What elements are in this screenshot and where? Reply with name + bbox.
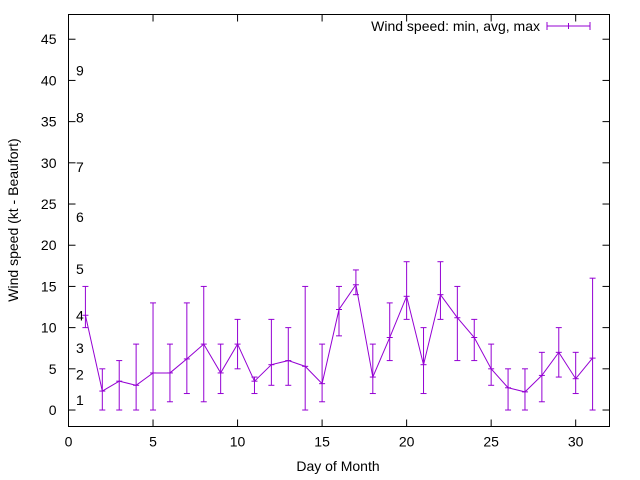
y-tick-label: 40 (41, 72, 57, 88)
y-tick-label: 15 (41, 278, 57, 294)
legend: Wind speed: min, avg, max (371, 18, 591, 34)
errorbar-day-26 (505, 368, 512, 411)
errorbar-day-3 (116, 360, 123, 411)
beaufort-label: 6 (76, 209, 84, 225)
y-tick-label: 5 (49, 361, 57, 377)
x-tick-label: 0 (65, 434, 73, 450)
y-tick-label: 35 (41, 114, 57, 130)
errorbar-day-5 (150, 302, 157, 411)
plot-border (68, 14, 610, 427)
beaufort-label: 5 (76, 261, 84, 277)
errorbar-day-22 (437, 261, 444, 320)
y-tick-label: 25 (41, 196, 57, 212)
x-tick-label: 15 (314, 434, 330, 450)
beaufort-label: 4 (76, 307, 84, 323)
x-axis-label: Day of Month (296, 458, 379, 474)
errorbar-day-7 (183, 302, 190, 395)
errorbar-day-24 (471, 318, 478, 362)
error-bars (82, 261, 596, 411)
y-tick-label: 10 (41, 320, 57, 336)
x-tick-label: 5 (149, 434, 157, 450)
errorbar-day-4 (133, 343, 140, 411)
legend-entry-label: Wind speed: min, avg, max (371, 18, 540, 34)
series-line-wind-speed (84, 283, 593, 393)
errorbar-day-21 (420, 327, 427, 395)
beaufort-label: 7 (76, 159, 84, 175)
errorbar-day-1 (82, 285, 89, 329)
errorbar-day-15 (319, 343, 326, 403)
errorbar-day-30 (572, 351, 579, 395)
x-tick-label: 20 (399, 434, 415, 450)
beaufort-label: 8 (76, 110, 84, 126)
errorbar-day-31 (589, 277, 596, 411)
errorbar-day-17 (352, 269, 359, 296)
errorbar-day-18 (369, 343, 376, 395)
beaufort-label: 9 (76, 63, 84, 79)
errorbar-day-20 (403, 261, 410, 320)
x-tick-label: 10 (230, 434, 246, 450)
beaufort-label: 2 (76, 367, 84, 383)
x-tick-label: 30 (568, 434, 584, 450)
beaufort-label: 3 (76, 340, 84, 356)
x-axis: 0 5 10 15 20 25 30 (65, 14, 584, 450)
errorbar-day-13 (285, 327, 292, 386)
beaufort-label: 1 (76, 392, 84, 408)
y-tick-label: 30 (41, 155, 57, 171)
beaufort-scale: 1 2 3 4 5 6 7 8 9 (76, 63, 84, 409)
errorbar-day-23 (454, 285, 461, 362)
y-tick-label: 20 (41, 237, 57, 253)
errorbar-day-12 (268, 318, 275, 386)
y-tick-label: 0 (49, 402, 57, 418)
errorbar-day-14 (302, 285, 309, 411)
x-tick-label: 25 (483, 434, 499, 450)
errorbar-day-19 (386, 302, 393, 362)
y-tick-label: 45 (41, 31, 57, 47)
y-axis-label: Wind speed (kt - Beaufort) (5, 138, 21, 301)
